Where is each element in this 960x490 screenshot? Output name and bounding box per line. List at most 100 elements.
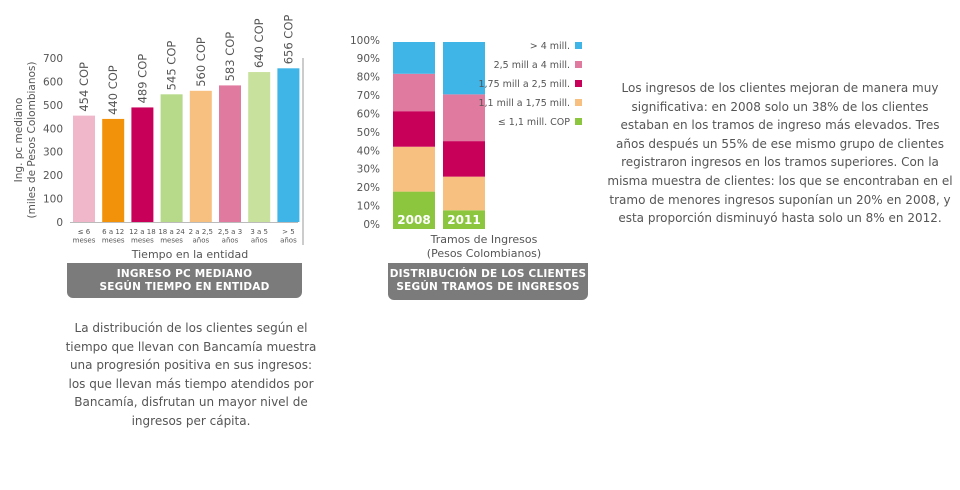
bar-category-label: 18 a 24: [158, 228, 185, 236]
left-paragraph-line: Bancamía, disfrutan un mayor nivel de: [74, 395, 308, 410]
stacked-chart-ytick: 30%: [357, 164, 380, 176]
stacked-segment: [393, 191, 435, 229]
legend-label: ≤ 1,1 mill. COP: [498, 117, 570, 128]
bar-chart-ylabel-line1: Ing. pc mediano: [13, 98, 25, 183]
bar-category-label: 12 a 18: [129, 228, 156, 236]
bar-category-label: años: [280, 237, 297, 245]
right-paragraph-line: registraron ingresos en los tramos super…: [621, 155, 939, 170]
stacked-chart-banner-line2: SEGÚN TRAMOS DE INGRESOS: [396, 281, 580, 293]
stacked-segment: [443, 94, 485, 142]
stacked-chart-ytick: 70%: [357, 90, 380, 102]
bar: [219, 85, 241, 222]
right-paragraph-line: años después un 55% de ese mismo grupo d…: [616, 136, 944, 151]
bar-value-label: 489 COP: [135, 54, 149, 104]
bar-category-label: 2,5 a 3: [218, 228, 242, 236]
left-paragraph: La distribución de los clientes según el…: [55, 319, 327, 431]
stacked-segment: [443, 210, 485, 229]
stacked-chart-ytick: 0%: [363, 219, 380, 231]
bar-value-label: 545 COP: [165, 41, 179, 91]
stacked-segment: [393, 111, 435, 147]
stacked-chart-ytick: 10%: [357, 201, 380, 213]
bar-chart-banner-line2: SEGÚN TIEMPO EN ENTIDAD: [99, 281, 270, 293]
bar-value-label: 454 COP: [77, 62, 91, 112]
right-paragraph-line: Los ingresos de los clientes mejoran de …: [621, 81, 939, 95]
bar-category-label: años: [251, 237, 268, 245]
bar-value-label: 640 COP: [252, 18, 266, 68]
bar-chart-ytick: 700: [43, 53, 63, 65]
stacked-segment: [443, 176, 485, 211]
right-paragraph-line: misma muestra de clientes: los que se en…: [607, 173, 953, 188]
legend-swatch: [575, 118, 582, 125]
legend-label: 1,75 mill a 2,5 mill.: [478, 79, 570, 90]
bar: [248, 72, 271, 222]
stacked-chart-xlabel-line2: (Pesos Colombianos): [427, 247, 541, 260]
bar-chart-banner-line1: INGRESO PC MEDIANO: [116, 268, 253, 280]
stacked-chart-ytick: 90%: [357, 53, 380, 65]
stacked-chart-banner-line1: DISTRIBUCIÓN DE LOS CLIENTES: [389, 268, 587, 280]
bar-value-label: 560 COP: [194, 37, 208, 87]
stacked-chart-ytick: 20%: [357, 182, 380, 194]
left-paragraph-line: una progresión positiva en sus ingresos:: [69, 358, 313, 373]
bar-value-label: 583 COP: [223, 32, 237, 82]
bar-chart-ytick: 100: [43, 194, 63, 206]
bar-chart-ylabel-line2: (miles de Pesos Colombianos): [26, 62, 38, 219]
bar-chart-ytick: 600: [43, 76, 63, 88]
stacked-category-label: 2008: [397, 213, 430, 227]
bar-category-label: meses: [160, 237, 183, 245]
legend-swatch: [575, 61, 582, 68]
legend-label: 1,1 mill a 1,75 mill.: [478, 98, 570, 109]
stacked-bar-chart: 0% 10% 20% 30% 40% 50% 60% 70% 80% 90% 100% 2008 201…: [350, 35, 582, 231]
bar-value-label: 656 COP: [281, 15, 295, 65]
stacked-chart-xlabel-line1: Tramos de Ingresos: [430, 233, 538, 246]
right-paragraph-line: estaban en los tramos de ingreso más ele…: [620, 118, 940, 133]
bar: [102, 118, 125, 222]
bar: [189, 90, 212, 222]
legend-swatch: [575, 80, 582, 87]
bar-value-label: 440 COP: [106, 65, 120, 115]
bar-category-label: años: [192, 237, 209, 245]
right-paragraph-line: significativa: en 2008 solo un 38% de lo…: [631, 99, 929, 114]
left-paragraph-line: La distribución de los clientes según el: [74, 321, 308, 335]
bar-category-label: meses: [102, 237, 125, 245]
stacked-chart-ytick: 80%: [357, 72, 380, 84]
stacked-chart-banner: DISTRIBUCIÓN DE LOS CLIENTES SEGÚN TRAMO…: [388, 263, 588, 300]
stacked-segment: [393, 73, 435, 112]
bar-chart-ytick: 500: [43, 100, 63, 112]
stacked-category-label: 2011: [447, 213, 480, 227]
bar: [73, 115, 95, 222]
stacked-segment: [443, 141, 485, 177]
bar: [277, 68, 300, 223]
legend-label: 2,5 mill a 4 mill.: [494, 60, 570, 71]
legend-swatch: [575, 99, 582, 106]
stacked-chart-ytick: 40%: [357, 145, 380, 157]
stacked-segment: [443, 42, 485, 95]
stacked-segment: [393, 42, 435, 74]
right-paragraph: Los ingresos de los clientes mejoran de …: [605, 79, 955, 228]
bar-category-label: 3 a 5: [250, 228, 268, 236]
stacked-segment: [393, 146, 435, 192]
legend-label: > 4 mill.: [530, 41, 570, 52]
right-paragraph-line: tramo de menores ingresos suponían un 20…: [609, 192, 951, 207]
bar-category-label: meses: [131, 237, 154, 245]
bar-category-label: 2 a 2,5: [189, 228, 213, 236]
bar-chart-banner: INGRESO PC MEDIANO SEGÚN TIEMPO EN ENTID…: [67, 263, 302, 298]
bar-chart-ytick: 200: [43, 170, 63, 182]
bar-category-label: 6 a 12: [102, 228, 124, 236]
bar: [160, 94, 183, 222]
legend-swatch: [575, 42, 582, 49]
bar-chart-ytick: 400: [43, 123, 63, 135]
stacked-chart-ytick: 100%: [350, 35, 380, 47]
bar: [131, 107, 154, 222]
bar-category-label: años: [222, 237, 239, 245]
left-paragraph-line: tiempo que llevan con Bancamía muestra: [65, 339, 317, 354]
bar-chart-ytick: 0: [56, 217, 63, 229]
bar-chart-xlabel: Tiempo en la entidad: [131, 248, 248, 261]
left-paragraph-line: los que llevan más tiempo atendidos por: [68, 376, 314, 391]
stacked-chart-ytick: 50%: [357, 127, 380, 139]
right-paragraph-line: esta proporción disminuyó hasta solo un …: [618, 211, 942, 226]
bar-category-label: > 5: [282, 228, 295, 236]
bar-category-label: meses: [73, 237, 96, 245]
bar-category-label: ≤ 6: [78, 228, 91, 236]
